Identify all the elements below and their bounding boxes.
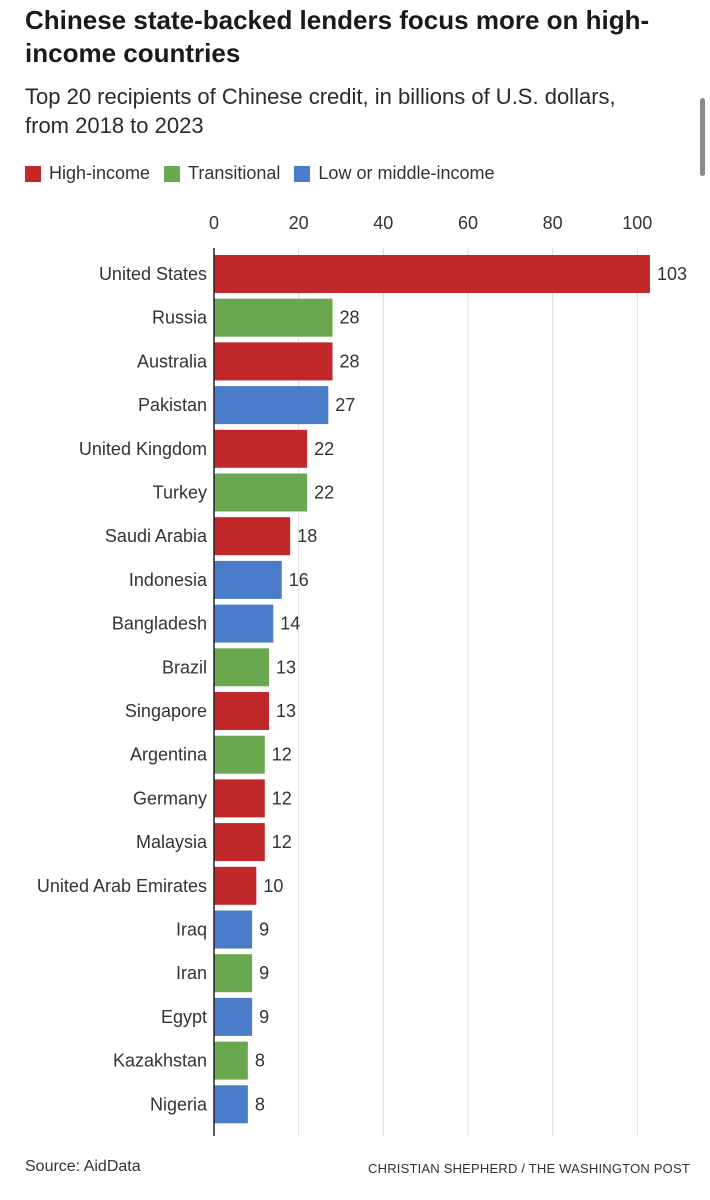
bar	[214, 648, 270, 687]
category-label: Iraq	[176, 920, 207, 940]
category-label: Singapore	[125, 701, 207, 721]
legend-swatch-low-middle-income	[294, 165, 311, 182]
category-label: Turkey	[153, 483, 207, 503]
data-label: 12	[272, 832, 292, 852]
data-label: 27	[335, 395, 355, 415]
bar	[214, 1041, 248, 1080]
x-tick-label: 0	[209, 213, 219, 233]
category-label: Saudi Arabia	[105, 526, 208, 546]
bar	[214, 255, 650, 293]
data-label: 10	[263, 876, 283, 896]
bar	[214, 866, 257, 905]
data-label: 14	[280, 614, 300, 634]
bar	[214, 517, 291, 556]
data-label: 9	[259, 1007, 269, 1027]
bar-chart: 0 20 40 60 80 100 United States 103 Russia 28 Aust…	[37, 213, 687, 1136]
data-label: 12	[272, 788, 292, 808]
bar	[214, 298, 333, 337]
data-label: 9	[259, 963, 269, 983]
bar	[214, 735, 265, 774]
chart-title: Chinese state-backed lenders focus more …	[25, 5, 650, 68]
legend-item-transitional: Transitional	[164, 163, 280, 184]
category-label: Indonesia	[129, 570, 208, 590]
bar	[214, 386, 329, 425]
data-label: 8	[255, 1051, 265, 1071]
category-label: Nigeria	[150, 1094, 208, 1114]
scrollbar[interactable]	[700, 98, 705, 176]
credit-line: CHRISTIAN SHEPHERD / THE WASHINGTON POST	[368, 1161, 690, 1176]
data-label: 28	[340, 351, 360, 371]
x-tick-label: 60	[458, 213, 478, 233]
data-label: 28	[340, 308, 360, 328]
data-label: 12	[272, 745, 292, 765]
data-label: 13	[276, 701, 296, 721]
bar	[214, 997, 253, 1036]
bar	[214, 1085, 248, 1124]
category-label: United Arab Emirates	[37, 876, 207, 896]
category-label: United Kingdom	[79, 439, 207, 459]
source-note: Source: AidData	[25, 1158, 141, 1175]
bar	[214, 604, 274, 643]
data-label: 103	[657, 264, 687, 284]
category-label: Kazakhstan	[113, 1051, 207, 1071]
bar	[214, 473, 308, 512]
category-label: Russia	[152, 308, 208, 328]
category-label: Egypt	[161, 1007, 207, 1027]
category-label: Malaysia	[136, 832, 208, 852]
legend: High-income Transitional Low or middle-i…	[25, 163, 509, 184]
bar	[214, 779, 265, 818]
bar	[214, 342, 333, 381]
legend-label-low-middle-income: Low or middle-income	[318, 163, 495, 183]
chart-subtitle: Top 20 recipients of Chinese credit, in …	[25, 84, 616, 138]
bar	[214, 560, 282, 599]
category-label: Iran	[176, 963, 207, 983]
legend-label-high-income: High-income	[49, 163, 151, 183]
data-label: 8	[255, 1094, 265, 1114]
x-tick-label: 100	[622, 213, 652, 233]
bar	[214, 429, 308, 468]
legend-label-transitional: Transitional	[188, 163, 281, 183]
data-label: 18	[297, 526, 317, 546]
category-label: Bangladesh	[112, 614, 207, 634]
data-label: 16	[289, 570, 309, 590]
category-label: Argentina	[130, 745, 208, 765]
legend-swatch-transitional	[164, 165, 181, 182]
bar	[214, 823, 265, 862]
bar	[214, 954, 253, 993]
category-label: Australia	[137, 351, 208, 371]
x-tick-label: 20	[289, 213, 309, 233]
data-label: 9	[259, 920, 269, 940]
data-label: 22	[314, 483, 334, 503]
data-label: 22	[314, 439, 334, 459]
legend-swatch-high-income	[25, 165, 41, 182]
bar	[214, 910, 253, 949]
data-label: 13	[276, 657, 296, 677]
legend-item-high-income: High-income	[25, 163, 150, 184]
legend-item-low-middle-income: Low or middle-income	[294, 163, 495, 184]
category-label: Brazil	[162, 657, 207, 677]
category-label: United States	[99, 264, 207, 284]
category-label: Pakistan	[138, 395, 207, 415]
x-tick-label: 80	[543, 213, 563, 233]
category-label: Germany	[133, 788, 207, 808]
x-tick-label: 40	[373, 213, 393, 233]
bar	[214, 692, 270, 730]
